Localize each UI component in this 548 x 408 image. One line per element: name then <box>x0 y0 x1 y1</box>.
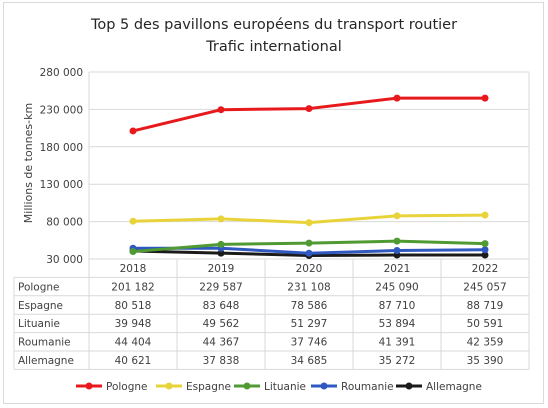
legend-marker <box>320 382 328 390</box>
chart-title: Top 5 des pavillons européens du transpo… <box>90 17 457 33</box>
series-lines <box>129 94 489 259</box>
table-row-label: Allemagne <box>18 355 74 367</box>
x-tick-label: 2022 <box>472 263 499 275</box>
data-label: 83 648 <box>203 300 240 312</box>
data-label: 35 390 <box>467 355 504 367</box>
data-label: 245 057 <box>463 281 506 293</box>
data-point <box>393 212 401 220</box>
y-tick-label: 30 000 <box>46 254 83 266</box>
data-point <box>305 105 313 113</box>
legend-marker <box>405 382 413 390</box>
data-point <box>481 240 489 248</box>
data-label: 34 685 <box>291 355 328 367</box>
table-row-label: Pologne <box>18 281 60 293</box>
data-label: 50 591 <box>467 318 504 330</box>
data-label: 41 391 <box>379 337 416 349</box>
x-tick-label: 2019 <box>208 263 235 275</box>
data-point <box>481 246 489 254</box>
data-label: 88 719 <box>467 300 504 312</box>
data-point <box>393 237 401 245</box>
table-row-label: Lituanie <box>18 318 60 330</box>
legend-entry: Lituanie <box>264 381 306 393</box>
legend: Pologne Espagne Lituanie Roumanie Allemagne <box>76 381 482 393</box>
legend-entry: Espagne <box>186 381 231 393</box>
legend-marker <box>165 382 173 390</box>
data-point <box>393 246 401 254</box>
y-tick-label: 180 000 <box>40 142 83 154</box>
data-label: 42 359 <box>467 337 504 349</box>
data-point <box>217 240 225 248</box>
data-label: 39 948 <box>115 318 152 330</box>
data-label: 87 710 <box>379 300 416 312</box>
legend-entry: Roumanie <box>341 381 394 393</box>
data-label: 201 182 <box>111 281 154 293</box>
data-label: 44 404 <box>115 337 152 349</box>
x-tick-label: 2021 <box>384 263 411 275</box>
data-label: 49 562 <box>203 318 240 330</box>
data-label: 40 621 <box>115 355 152 367</box>
data-label: 51 297 <box>291 318 328 330</box>
data-label: 37 746 <box>291 337 328 349</box>
data-label: 53 894 <box>379 318 416 330</box>
data-point <box>129 217 137 225</box>
table-row-label: Roumanie <box>18 337 71 349</box>
gridlines <box>89 71 529 260</box>
data-label: 35 272 <box>379 355 416 367</box>
data-point <box>481 211 489 219</box>
table-row-label: Espagne <box>18 300 63 312</box>
y-tick-label: 230 000 <box>40 104 83 116</box>
data-point <box>305 239 313 247</box>
data-point <box>305 219 313 227</box>
chart-frame: Top 5 des pavillons européens du transpo… <box>3 2 544 404</box>
chart-subtitle: Trafic international <box>205 39 342 55</box>
x-tick-label: 2020 <box>296 263 323 275</box>
data-label: 44 367 <box>203 337 240 349</box>
data-point <box>129 248 137 256</box>
data-label: 78 586 <box>291 300 328 312</box>
line-chart: Top 5 des pavillons européens du transpo… <box>13 17 530 393</box>
x-tick-label: 2018 <box>120 263 147 275</box>
data-label: 37 838 <box>203 355 240 367</box>
data-label: 80 518 <box>115 300 152 312</box>
data-point <box>129 127 137 135</box>
data-point <box>217 106 225 114</box>
y-tick-label: 130 000 <box>40 179 83 191</box>
data-table: 2018 2019 2020 2021 2022 Pologne 201 182 229 58… <box>13 72 530 370</box>
legend-marker <box>243 382 251 390</box>
legend-entry: Pologne <box>106 381 148 393</box>
data-point <box>393 94 401 102</box>
y-tick-label: 80 000 <box>46 217 83 229</box>
y-tick-labels: 30 000 80 000 130 000 180 000 230 000 280 000 <box>40 67 83 266</box>
data-point <box>305 249 313 257</box>
data-label: 245 090 <box>375 281 418 293</box>
legend-marker <box>85 382 93 390</box>
data-label: 231 108 <box>287 281 330 293</box>
series-line <box>132 96 486 133</box>
data-point <box>481 251 489 259</box>
legend-entry: Allemagne <box>426 381 482 393</box>
y-tick-label: 280 000 <box>40 67 83 79</box>
y-axis-label: Millions de tonnes-km <box>22 103 35 223</box>
data-point <box>481 94 489 102</box>
data-point <box>217 249 225 257</box>
data-label: 229 587 <box>199 281 242 293</box>
data-point <box>217 215 225 223</box>
